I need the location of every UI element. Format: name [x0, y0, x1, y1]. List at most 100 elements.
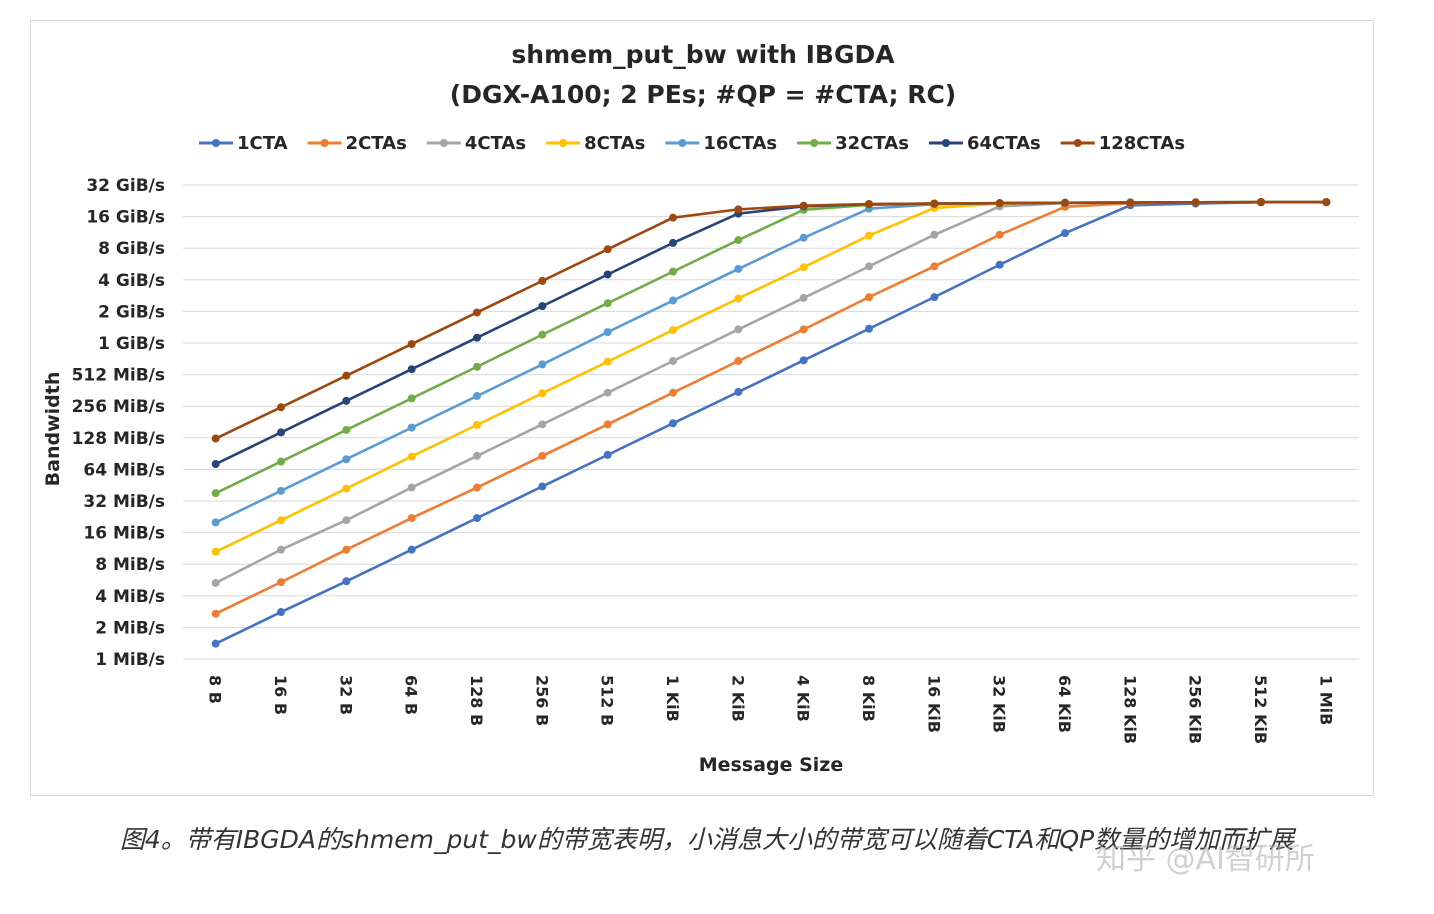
data-point	[538, 276, 547, 285]
y-axis-ticks: 1 MiB/s 2 MiB/s 4 MiB/s 8 MiB/s 16 MiB/s 32 M…	[72, 176, 165, 670]
series-line	[215, 200, 1327, 524]
data-point	[1257, 198, 1265, 207]
data-point	[669, 419, 677, 428]
data-point	[277, 428, 285, 437]
data-point	[277, 457, 285, 466]
data-point	[407, 545, 416, 554]
y-tick-label: 256 MiB/s	[72, 397, 165, 417]
data-point	[995, 230, 1004, 239]
data-point	[799, 201, 808, 210]
x-tick-label: 256 KiB	[1186, 675, 1205, 744]
x-axis-title: Message Size	[699, 754, 843, 776]
y-tick-label: 128 MiB/s	[72, 429, 165, 449]
data-point	[538, 482, 547, 491]
data-point	[342, 484, 351, 493]
data-point	[211, 639, 220, 648]
data-point	[603, 450, 612, 459]
y-tick-label: 4 GiB/s	[98, 271, 165, 291]
data-point	[538, 389, 547, 398]
y-tick-label: 8 GiB/s	[98, 239, 165, 259]
data-point	[603, 299, 612, 308]
data-point	[799, 325, 808, 334]
data-point	[799, 293, 808, 302]
data-point	[538, 451, 547, 460]
y-tick-label: 16 MiB/s	[83, 524, 165, 544]
data-point	[734, 264, 743, 273]
data-point	[407, 340, 416, 349]
legend-item-64CTAs: 64CTAs	[928, 133, 1041, 154]
data-point	[669, 356, 677, 365]
legend-marker	[212, 139, 220, 147]
legend-label: 1CTA	[237, 133, 288, 154]
data-point	[799, 233, 808, 242]
data-point	[211, 460, 220, 469]
data-point	[473, 308, 481, 317]
data-point	[277, 486, 285, 495]
data-point	[277, 578, 285, 587]
data-point	[734, 387, 743, 396]
figure-caption: 图4。带有IBGDA的shmem_put_bw的带宽表明，小消息大小的带宽可以随…	[119, 825, 1295, 854]
data-point	[277, 545, 285, 554]
y-tick-label: 1 MiB/s	[95, 650, 165, 670]
data-point	[211, 547, 220, 556]
data-point	[734, 356, 743, 365]
data-point	[669, 238, 677, 247]
data-point	[865, 231, 873, 240]
legend-marker	[1073, 139, 1082, 147]
data-point	[342, 425, 351, 434]
data-point	[407, 394, 416, 403]
legend-label: 2CTAs	[346, 133, 407, 154]
data-point	[473, 333, 481, 342]
data-point	[538, 302, 547, 311]
data-point	[342, 577, 351, 586]
legend-marker	[439, 139, 448, 147]
data-point	[407, 514, 416, 523]
legend-label: 4CTAs	[465, 133, 526, 154]
y-tick-label: 1 GiB/s	[98, 334, 165, 354]
data-point	[995, 199, 1004, 208]
x-tick-label: 512 KiB	[1251, 675, 1270, 744]
legend-label: 64CTAs	[967, 133, 1041, 154]
data-point	[734, 294, 743, 303]
chart-title-line2: (DGX-A100; 2 PEs; #QP = #CTA; RC)	[450, 80, 956, 109]
y-axis-title: Bandwidth	[42, 372, 64, 487]
y-tick-label: 4 MiB/s	[95, 587, 165, 607]
x-tick-label: 32 KiB	[990, 675, 1009, 733]
data-point	[277, 403, 285, 412]
data-point	[1061, 198, 1069, 207]
legend-marker	[559, 139, 568, 147]
series-64CTAs	[211, 198, 1331, 469]
data-point	[734, 236, 743, 245]
gridlines	[183, 184, 1359, 660]
legend-item-32CTAs: 32CTAs	[797, 133, 909, 154]
data-point	[1061, 229, 1069, 238]
legend-label: 32CTAs	[835, 133, 909, 154]
legend-item-1CTA: 1CTA	[199, 133, 288, 154]
data-point	[538, 360, 547, 369]
data-point	[211, 489, 220, 498]
data-point	[473, 514, 481, 523]
data-point	[1191, 198, 1200, 207]
x-tick-label: 128 KiB	[1120, 675, 1139, 744]
data-point	[407, 365, 416, 374]
data-point	[865, 324, 873, 333]
series-line	[215, 200, 1327, 466]
legend-marker	[810, 139, 819, 147]
data-point	[277, 608, 285, 617]
series-16CTAs	[211, 198, 1331, 527]
series-4CTAs	[211, 198, 1331, 587]
data-point	[473, 362, 481, 371]
data-point	[669, 296, 677, 305]
data-point	[930, 199, 939, 208]
data-point	[211, 609, 220, 618]
data-point	[342, 545, 351, 554]
legend-item-8CTAs: 8CTAs	[546, 133, 645, 154]
data-point	[538, 330, 547, 339]
data-point	[538, 420, 547, 429]
data-point	[1322, 198, 1331, 207]
data-point	[603, 357, 612, 366]
series-line	[215, 200, 1327, 615]
x-axis-ticks: 8 B 16 B 32 B 64 B 128 B 256 B 512 B 1 KiB 2 KiB…	[206, 675, 1336, 744]
data-point	[799, 356, 808, 365]
data-point	[603, 388, 612, 397]
